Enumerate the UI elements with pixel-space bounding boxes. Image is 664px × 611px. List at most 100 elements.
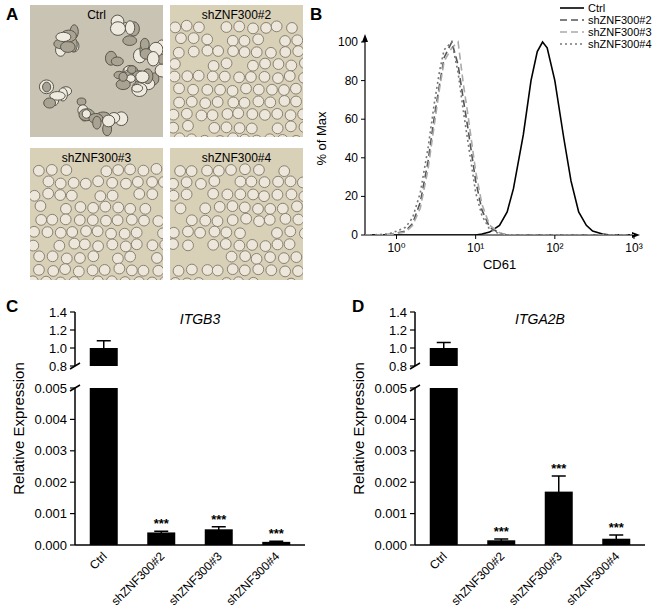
- cell: [221, 122, 232, 133]
- cell: [259, 177, 270, 188]
- cell: [79, 239, 90, 250]
- cell: [110, 22, 125, 36]
- cell: [239, 265, 250, 276]
- cell: [47, 251, 58, 262]
- cell: [125, 164, 136, 175]
- y-axis: [74, 388, 76, 545]
- cell: [35, 201, 46, 212]
- cell: [286, 60, 297, 71]
- cell: [132, 83, 147, 97]
- error-bar: [269, 541, 283, 542]
- cell: [134, 277, 145, 280]
- cell: [106, 276, 117, 280]
- cell: [228, 97, 239, 108]
- y-tick: [410, 347, 415, 348]
- y-tick-label: 0.000: [374, 538, 407, 553]
- significance-label: ***: [551, 461, 567, 476]
- cell: [213, 46, 224, 57]
- cell: [209, 176, 220, 187]
- y-tick-label: 0.001: [374, 506, 407, 521]
- series-line: [365, 42, 634, 235]
- cell: [138, 165, 149, 176]
- x-tick: [475, 235, 476, 239]
- y-tick: [70, 419, 75, 420]
- y-tick: [410, 365, 415, 366]
- cell: [215, 136, 226, 137]
- cell: [265, 47, 276, 58]
- cell: [221, 58, 232, 69]
- x-tick: [634, 235, 635, 239]
- cell: [126, 214, 137, 225]
- cell: [285, 121, 296, 132]
- cell: [240, 164, 251, 175]
- cell: [227, 35, 238, 46]
- image-background: [170, 148, 303, 280]
- legend-swatch: [560, 43, 584, 45]
- y-tick-label: 100: [338, 35, 358, 49]
- y-tick-label: 1.4: [389, 305, 407, 320]
- error-bar: [212, 527, 226, 532]
- cell: [69, 277, 80, 280]
- cell: [34, 264, 45, 275]
- cell: [92, 226, 103, 237]
- cell: [183, 120, 194, 131]
- cell: [107, 239, 118, 250]
- cell: [170, 239, 178, 250]
- y-axis: [414, 312, 416, 366]
- cell: [147, 277, 158, 280]
- legend-swatch: [560, 19, 584, 21]
- cell: [234, 72, 245, 83]
- cell: [66, 190, 77, 201]
- cell: [114, 263, 125, 274]
- bars: [90, 341, 291, 545]
- cell: [279, 166, 290, 177]
- cell: [147, 52, 159, 66]
- cell: [120, 277, 131, 280]
- cell: [248, 60, 259, 71]
- cell: [213, 165, 224, 176]
- y-tick-label: 0.003: [374, 443, 407, 458]
- cell: [293, 46, 303, 57]
- cell: [174, 133, 185, 137]
- cell: [227, 215, 238, 226]
- cell: [239, 97, 250, 108]
- y-tick: [410, 419, 415, 420]
- image-label: shZNF300#3: [62, 151, 132, 165]
- y-tick: [361, 157, 365, 158]
- micrograph: [30, 5, 163, 137]
- image-label: Ctrl: [87, 8, 106, 22]
- y-tick: [70, 329, 75, 330]
- cell: [264, 134, 275, 137]
- cell: [181, 177, 192, 188]
- cell: [291, 252, 302, 263]
- cell: [43, 176, 54, 187]
- cell: [280, 36, 291, 47]
- cell: [207, 110, 218, 121]
- x-tick-label: shZNF300#3: [506, 549, 565, 608]
- y-axis-label: Relative Expression: [350, 362, 367, 495]
- y-tick: [361, 235, 365, 236]
- cell: [176, 33, 187, 44]
- cell: [196, 110, 207, 121]
- cell: [87, 215, 98, 226]
- cell: [136, 71, 149, 83]
- cell: [259, 71, 270, 82]
- cell: [186, 96, 197, 107]
- cell: [285, 176, 296, 187]
- cell: [215, 84, 226, 95]
- cell: [241, 213, 252, 224]
- cell: [121, 178, 132, 189]
- cell: [186, 134, 197, 137]
- cell: [199, 135, 210, 137]
- legend-label: shZNF300#4: [588, 38, 652, 50]
- cell: [175, 203, 186, 214]
- cell: [221, 22, 232, 33]
- y-tick: [410, 450, 415, 451]
- bar: [90, 388, 118, 545]
- cell: [291, 83, 302, 94]
- cell: [234, 123, 245, 134]
- cell: [200, 203, 211, 214]
- cell: [68, 177, 79, 188]
- error-bar: [494, 539, 508, 542]
- y-tick: [410, 544, 415, 545]
